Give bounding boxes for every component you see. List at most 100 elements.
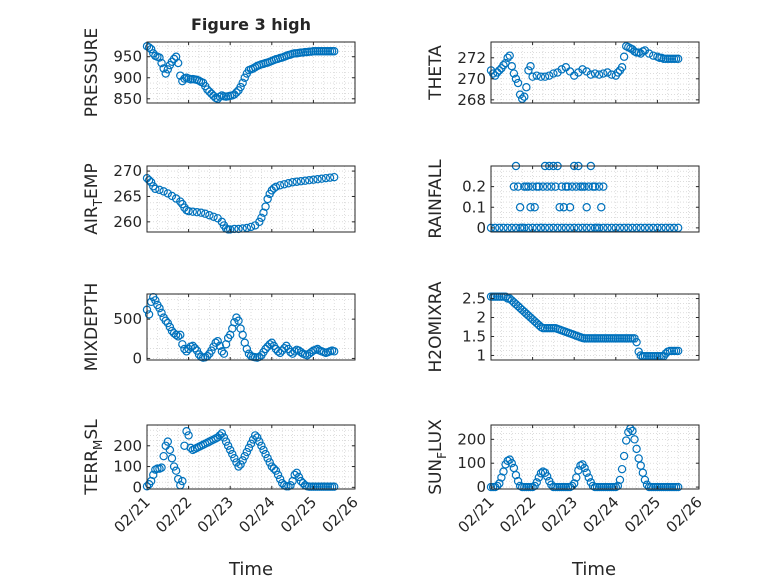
data-point: [250, 431, 260, 440]
data-point: [624, 223, 633, 233]
data-point: [513, 182, 523, 191]
data-point: [192, 207, 202, 217]
data-point: [157, 58, 166, 68]
data-point: [188, 341, 197, 351]
data-point: [163, 189, 172, 198]
data-point: [238, 330, 247, 340]
data-point: [305, 176, 314, 185]
data-point: [528, 182, 537, 191]
data-point: [176, 197, 185, 206]
data-point: [278, 346, 287, 355]
axes-box: [490, 293, 700, 361]
data-point: [159, 187, 168, 196]
data-point: [515, 90, 525, 99]
data-point: [553, 223, 562, 233]
data-point: [240, 73, 249, 82]
data-point: [284, 179, 293, 188]
data-point: [263, 454, 272, 463]
data-point: [594, 182, 604, 191]
data-point: [261, 344, 270, 354]
data-point: [330, 482, 339, 491]
x-tick-label: 02/23: [538, 493, 581, 536]
data-point: [165, 322, 175, 332]
x-tick-label: 02/21: [111, 493, 154, 536]
x-tick-label: 02/24: [579, 493, 622, 536]
data-point: [215, 431, 224, 440]
data-point: [244, 443, 254, 453]
data-point: [317, 174, 326, 183]
plot-area: [491, 425, 699, 489]
data-point: [549, 223, 558, 233]
data-point: [561, 223, 571, 233]
data-point: [186, 443, 195, 453]
data-point: [582, 203, 591, 212]
data-point: [209, 91, 218, 101]
data-point: [178, 476, 187, 486]
y-tick-label: 2.5: [462, 290, 486, 308]
data-point: [551, 182, 560, 191]
data-point: [524, 66, 533, 75]
y-tick-label: 500: [113, 310, 142, 328]
x-axis-label-right: Time: [571, 559, 616, 580]
y-tick-label: 265: [113, 187, 142, 205]
y-tick-label: 0.1: [462, 198, 486, 216]
data-point: [649, 223, 658, 233]
data-point: [300, 176, 310, 185]
data-point: [163, 65, 172, 74]
data-point: [619, 451, 629, 461]
data-point: [205, 87, 214, 96]
data-point: [594, 70, 604, 79]
data-point: [155, 185, 164, 195]
y-tick-label: 2: [476, 309, 486, 327]
data-point: [173, 332, 183, 341]
x-tick-label: 02/22: [152, 493, 195, 536]
data-point: [644, 49, 654, 58]
data-point: [257, 441, 266, 450]
data-point: [578, 223, 587, 233]
subplot-h2omixra: 11.522.5 H2OMIXRA: [426, 281, 700, 373]
data-point: [219, 349, 229, 358]
data-point: [213, 336, 222, 346]
data-point: [522, 83, 531, 92]
y-axis-label: THETA: [426, 45, 446, 101]
data-point: [265, 458, 274, 467]
data-point: [184, 431, 193, 440]
y-tick-label: 900: [113, 69, 142, 87]
y-axis-label: AIRTEMP: [82, 163, 105, 234]
data-point: [288, 178, 297, 187]
data-point: [230, 224, 239, 234]
data-point: [171, 466, 181, 475]
data-point: [259, 445, 268, 455]
y-axis-label: SUNFLUX: [426, 419, 449, 495]
data-point: [526, 203, 535, 212]
data-point: [578, 65, 587, 74]
data-point: [509, 69, 519, 78]
data-point: [567, 182, 577, 191]
axes-box: [490, 41, 700, 104]
data-point: [292, 177, 301, 186]
data-point: [321, 173, 331, 183]
data-point: [536, 223, 546, 233]
y-tick-label: 260: [113, 213, 142, 231]
data-point: [617, 464, 627, 474]
data-point: [261, 449, 270, 459]
data-point: [242, 447, 252, 457]
data-point: [292, 468, 301, 477]
data-point: [497, 473, 506, 482]
data-point: [173, 58, 183, 68]
y-axis-label: TERRMSL: [82, 419, 105, 496]
data-point: [169, 54, 179, 64]
subplot-air-temp: 260 265 270 AIRTEMP: [82, 162, 356, 235]
data-point: [603, 68, 612, 77]
figure-title: Figure 3 high: [191, 15, 311, 34]
data-point: [192, 346, 202, 355]
data-point: [613, 68, 623, 77]
data-point: [599, 223, 608, 233]
data-point: [157, 463, 166, 472]
data-point: [157, 308, 166, 318]
data-point: [163, 437, 172, 446]
data-point: [182, 347, 191, 356]
data-point: [597, 203, 606, 212]
data-point: [632, 223, 641, 233]
data-point: [665, 223, 675, 233]
